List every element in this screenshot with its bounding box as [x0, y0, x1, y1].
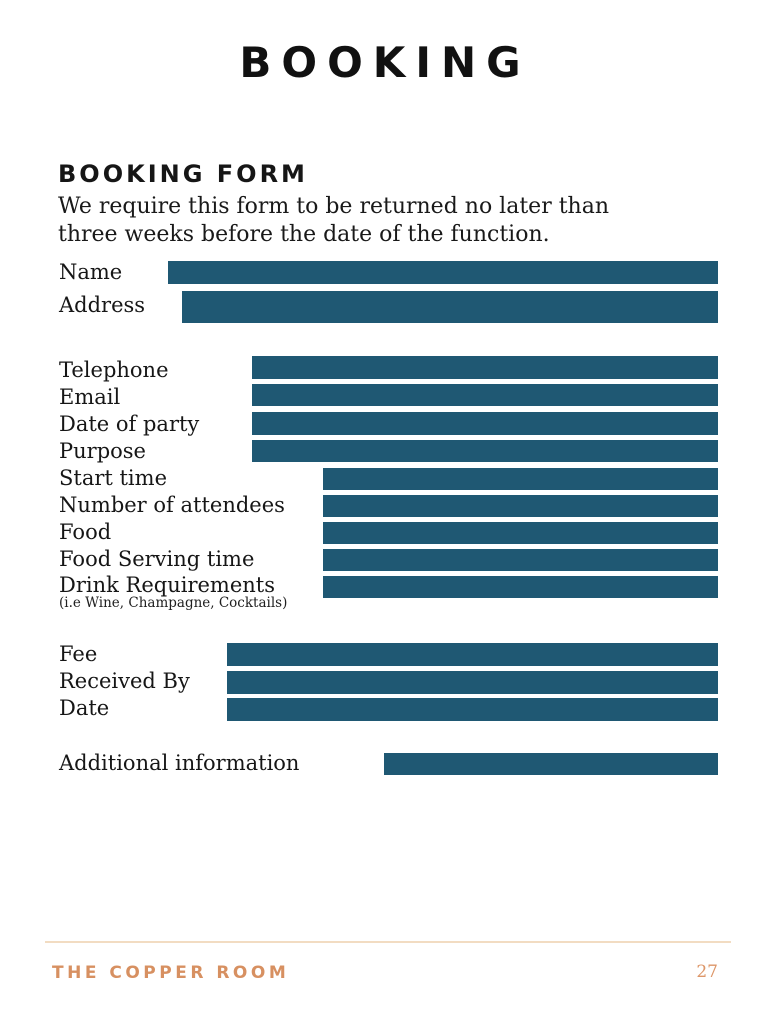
form-intro-line-1: We require this form to be returned no l… [58, 194, 609, 219]
footer-divider [45, 941, 731, 943]
field-input-drink-requirements[interactable] [323, 576, 718, 598]
field-label-food-serving-time: Food Serving time [59, 547, 255, 571]
form-intro-line-2: three weeks before the date of the funct… [58, 222, 550, 247]
field-label-address: Address [59, 293, 146, 317]
field-label-drink-requirements: Drink Requirements [59, 573, 275, 597]
field-label-food: Food [59, 520, 112, 544]
field-note-drink-requirements: (i.e Wine, Champagne, Cocktails) [59, 595, 288, 611]
booking-form-heading: BOOKING FORM [58, 160, 308, 188]
page-title: BOOKING [239, 38, 531, 87]
field-input-number-of-attendees[interactable] [323, 495, 718, 517]
form-intro: We require this form to be returned no l… [58, 193, 609, 249]
field-label-purpose: Purpose [59, 439, 146, 463]
field-label-email: Email [59, 385, 121, 409]
field-label-start-time: Start time [59, 466, 167, 490]
field-label-date-of-party: Date of party [59, 412, 200, 436]
field-input-address[interactable] [182, 291, 718, 323]
field-input-email[interactable] [252, 384, 718, 406]
field-label-telephone: Telephone [59, 358, 169, 382]
field-input-additional-information[interactable] [384, 753, 718, 775]
field-label-name: Name [59, 260, 123, 284]
footer-brand: THE COPPER ROOM [52, 963, 290, 983]
field-label-date: Date [59, 696, 110, 720]
field-input-start-time[interactable] [323, 468, 718, 490]
field-input-date-of-party[interactable] [252, 412, 718, 435]
field-input-fee[interactable] [227, 643, 718, 666]
field-label-number-of-attendees: Number of attendees [59, 493, 285, 517]
field-input-food-serving-time[interactable] [323, 549, 718, 571]
page-number: 27 [696, 962, 718, 982]
field-input-telephone[interactable] [252, 356, 718, 379]
field-input-date[interactable] [227, 698, 718, 721]
field-input-food[interactable] [323, 522, 718, 544]
field-label-received-by: Received By [59, 669, 190, 693]
field-label-additional-information: Additional information [59, 751, 300, 775]
field-input-received-by[interactable] [227, 671, 718, 694]
field-input-purpose[interactable] [252, 440, 718, 462]
field-label-fee: Fee [59, 642, 98, 666]
field-input-name[interactable] [168, 261, 718, 284]
